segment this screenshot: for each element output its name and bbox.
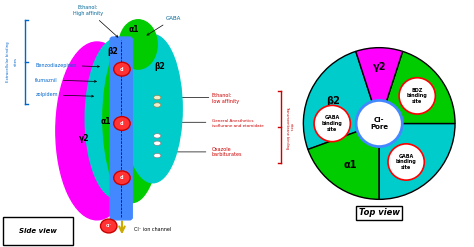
Circle shape (314, 105, 350, 142)
Text: zolpidem: zolpidem (35, 92, 93, 97)
Text: General Anesthetics
isoflurane and etomidate: General Anesthetics isoflurane and etomi… (211, 119, 264, 128)
Text: α1: α1 (343, 160, 356, 170)
Circle shape (388, 144, 424, 180)
Text: cl: cl (120, 175, 124, 180)
Text: α1: α1 (100, 117, 111, 125)
FancyBboxPatch shape (3, 217, 73, 245)
Ellipse shape (119, 20, 157, 69)
Circle shape (100, 219, 117, 233)
Ellipse shape (154, 153, 161, 158)
Text: γ2: γ2 (373, 62, 386, 72)
Text: α1: α1 (128, 25, 139, 34)
Text: BDZ
binding
site: BDZ binding site (407, 88, 428, 104)
FancyBboxPatch shape (110, 37, 132, 220)
Circle shape (114, 117, 130, 130)
Text: Transmembrane binding: Transmembrane binding (284, 106, 289, 149)
Wedge shape (303, 51, 379, 149)
Text: Side view: Side view (19, 228, 57, 234)
Text: sites: sites (289, 123, 293, 131)
Ellipse shape (56, 42, 138, 220)
Ellipse shape (85, 38, 150, 199)
Text: Ethanol:
low affinity: Ethanol: low affinity (211, 93, 239, 104)
Text: Benzodiazepines: Benzodiazepines (35, 63, 100, 68)
Text: Cl⁻ ion channel: Cl⁻ ion channel (134, 227, 171, 232)
Wedge shape (379, 124, 455, 199)
Text: α1: α1 (414, 88, 427, 99)
Ellipse shape (154, 103, 161, 107)
Ellipse shape (154, 95, 161, 100)
Ellipse shape (154, 141, 161, 145)
Wedge shape (356, 48, 402, 124)
Text: β2: β2 (155, 62, 165, 71)
Text: Extracellular binding: Extracellular binding (6, 41, 10, 82)
Text: β2: β2 (326, 96, 340, 106)
Circle shape (399, 78, 435, 114)
Text: flumaznil: flumaznil (35, 78, 96, 82)
Text: GABA: GABA (147, 16, 182, 35)
Wedge shape (308, 124, 379, 199)
Text: Cl-
Pore: Cl- Pore (370, 117, 388, 130)
Wedge shape (379, 51, 455, 124)
Text: Top view: Top view (359, 208, 400, 217)
Ellipse shape (154, 134, 161, 138)
Circle shape (356, 101, 402, 146)
Text: cl: cl (120, 67, 124, 72)
Text: GABA
binding
site: GABA binding site (396, 154, 417, 170)
Text: β2: β2 (409, 155, 422, 165)
Text: Cl⁻: Cl⁻ (106, 224, 112, 228)
Circle shape (114, 62, 130, 76)
Ellipse shape (123, 35, 182, 183)
Text: Oxazole
barbiturates: Oxazole barbiturates (211, 146, 242, 157)
Ellipse shape (103, 35, 162, 203)
Text: Ethanol:
High affinity: Ethanol: High affinity (73, 5, 118, 37)
Text: sites: sites (13, 57, 17, 66)
Text: cl: cl (120, 121, 124, 126)
Text: β2: β2 (108, 47, 118, 56)
Text: γ2: γ2 (79, 134, 89, 143)
Circle shape (114, 171, 130, 185)
Text: GABA
binding
site: GABA binding site (322, 115, 343, 132)
